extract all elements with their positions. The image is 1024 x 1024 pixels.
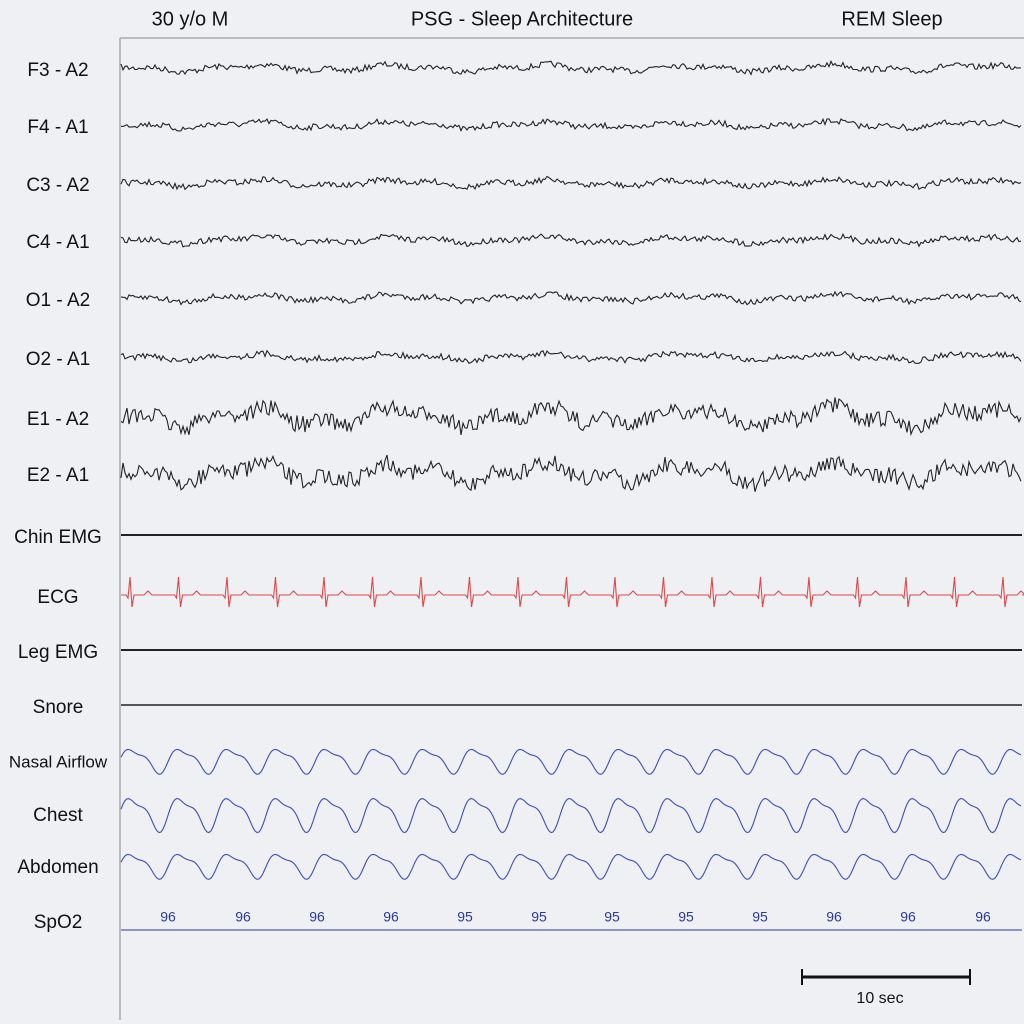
spo2-value: 95	[752, 909, 768, 925]
eeg-trace	[120, 175, 1022, 191]
spo2-value: 96	[235, 909, 251, 925]
scale-bar-label: 10 sec	[856, 990, 903, 1007]
eog-trace	[120, 454, 1022, 492]
channel-label: E2 - A1	[27, 465, 89, 486]
spo2-value: 96	[160, 909, 176, 925]
channel-label: C4 - A1	[26, 232, 89, 253]
resp-trace	[120, 797, 1022, 834]
eeg-trace	[120, 60, 1022, 76]
spo2-value: 96	[383, 909, 399, 925]
channel-label: Abdomen	[17, 857, 98, 878]
resp-trace	[120, 853, 1022, 880]
title: PSG - Sleep Architecture	[411, 8, 633, 30]
channel-label: Snore	[33, 697, 84, 718]
channel-label: SpO2	[34, 912, 83, 933]
ecg-trace	[121, 576, 1024, 608]
spo2-value: 96	[826, 909, 842, 925]
spo2-value: 95	[531, 909, 547, 925]
spo2-value: 96	[975, 909, 991, 925]
spo2-value: 96	[309, 909, 325, 925]
channel-label: Chest	[33, 805, 83, 826]
channel-label: F4 - A1	[27, 117, 88, 138]
channel-label: F3 - A2	[27, 60, 88, 81]
spo2-value: 95	[678, 909, 694, 925]
spo2-value: 95	[457, 909, 473, 925]
eeg-trace	[120, 232, 1022, 248]
channel-label: Leg EMG	[18, 642, 98, 663]
channel-label: Nasal Airflow	[9, 752, 108, 771]
channel-label: ECG	[37, 587, 78, 608]
eog-trace	[120, 397, 1022, 437]
channel-label: O2 - A1	[26, 349, 90, 370]
resp-trace	[120, 748, 1022, 775]
eeg-trace	[120, 117, 1022, 132]
eeg-trace	[120, 290, 1022, 306]
channel-label: Chin EMG	[14, 527, 102, 548]
channel-label: O1 - A2	[26, 290, 90, 311]
spo2-value: 96	[900, 909, 916, 925]
channel-label: C3 - A2	[26, 175, 89, 196]
sleep-stage: REM Sleep	[841, 8, 942, 30]
spo2-value: 95	[604, 909, 620, 925]
channel-label: E1 - A2	[27, 409, 89, 430]
eeg-trace	[120, 349, 1022, 364]
patient-info: 30 y/o M	[152, 8, 229, 30]
